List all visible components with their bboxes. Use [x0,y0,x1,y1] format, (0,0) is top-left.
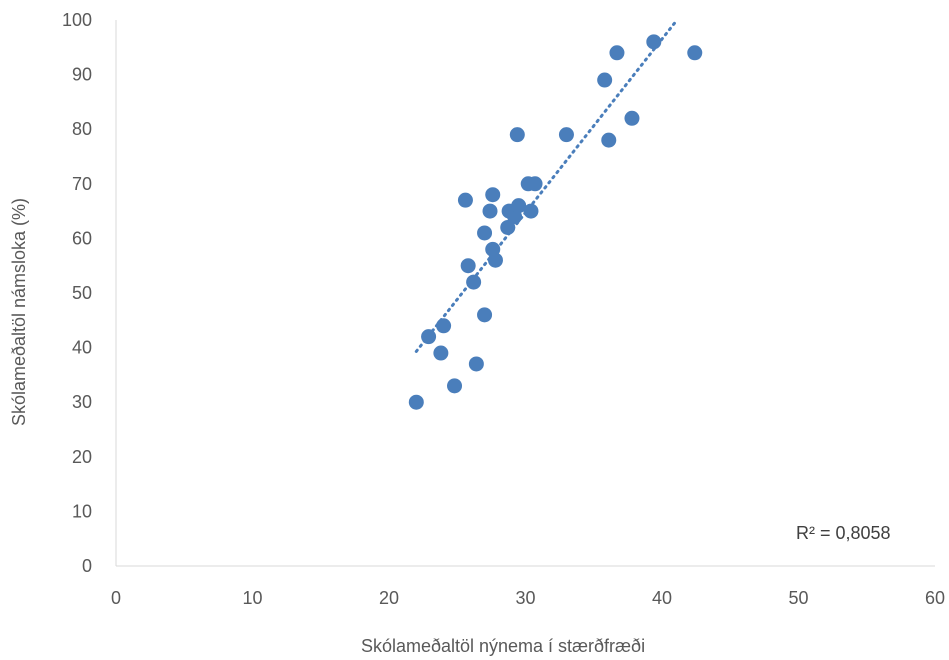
data-point [477,307,493,323]
trendline [414,18,679,353]
x-tick-label: 0 [111,588,121,608]
y-tick-label: 30 [72,392,92,412]
x-tick-label: 60 [925,588,945,608]
x-tick-label: 40 [652,588,672,608]
r-squared-annotation: R² = 0,8058 [796,523,891,543]
x-axis-ticks: 0 10 20 30 40 50 60 [111,588,945,608]
y-axis-ticks: 0 10 20 30 40 50 60 70 80 90 100 [62,10,92,576]
data-point [527,176,543,192]
y-axis-title: Skólameðaltöl námsloka (%) [9,198,29,426]
y-tick-label: 20 [72,447,92,467]
data-point [433,345,449,361]
data-point [477,225,493,241]
data-point [466,274,482,290]
y-tick-label: 80 [72,119,92,139]
trendline-group [414,18,679,353]
data-point [421,329,437,345]
data-point [487,252,503,268]
y-tick-label: 90 [72,65,92,85]
data-point [509,127,525,143]
x-axis-title: Skólameðaltöl nýnema í stærðfræði [361,636,645,656]
y-tick-label: 100 [62,10,92,30]
x-tick-label: 10 [242,588,262,608]
data-point [436,318,452,334]
y-tick-label: 60 [72,228,92,248]
data-point [468,356,484,372]
y-tick-label: 40 [72,338,92,358]
y-tick-label: 0 [82,556,92,576]
data-point [609,45,625,61]
x-tick-label: 30 [515,588,535,608]
data-point [523,203,539,219]
data-point [457,192,473,208]
y-tick-label: 70 [72,174,92,194]
data-point [408,394,424,410]
data-point [646,34,662,50]
data-point [511,198,527,214]
data-point [624,110,640,126]
x-tick-label: 20 [379,588,399,608]
axes [115,20,935,567]
data-point [482,203,498,219]
x-tick-label: 50 [788,588,808,608]
data-point [558,127,574,143]
y-tick-label: 10 [72,501,92,521]
data-point [500,219,516,235]
data-point [687,45,703,61]
y-tick-label: 50 [72,283,92,303]
data-point [447,378,463,394]
data-point [460,258,476,274]
data-point [597,72,613,88]
data-points [408,34,703,410]
data-point [601,132,617,148]
data-point [485,187,501,203]
